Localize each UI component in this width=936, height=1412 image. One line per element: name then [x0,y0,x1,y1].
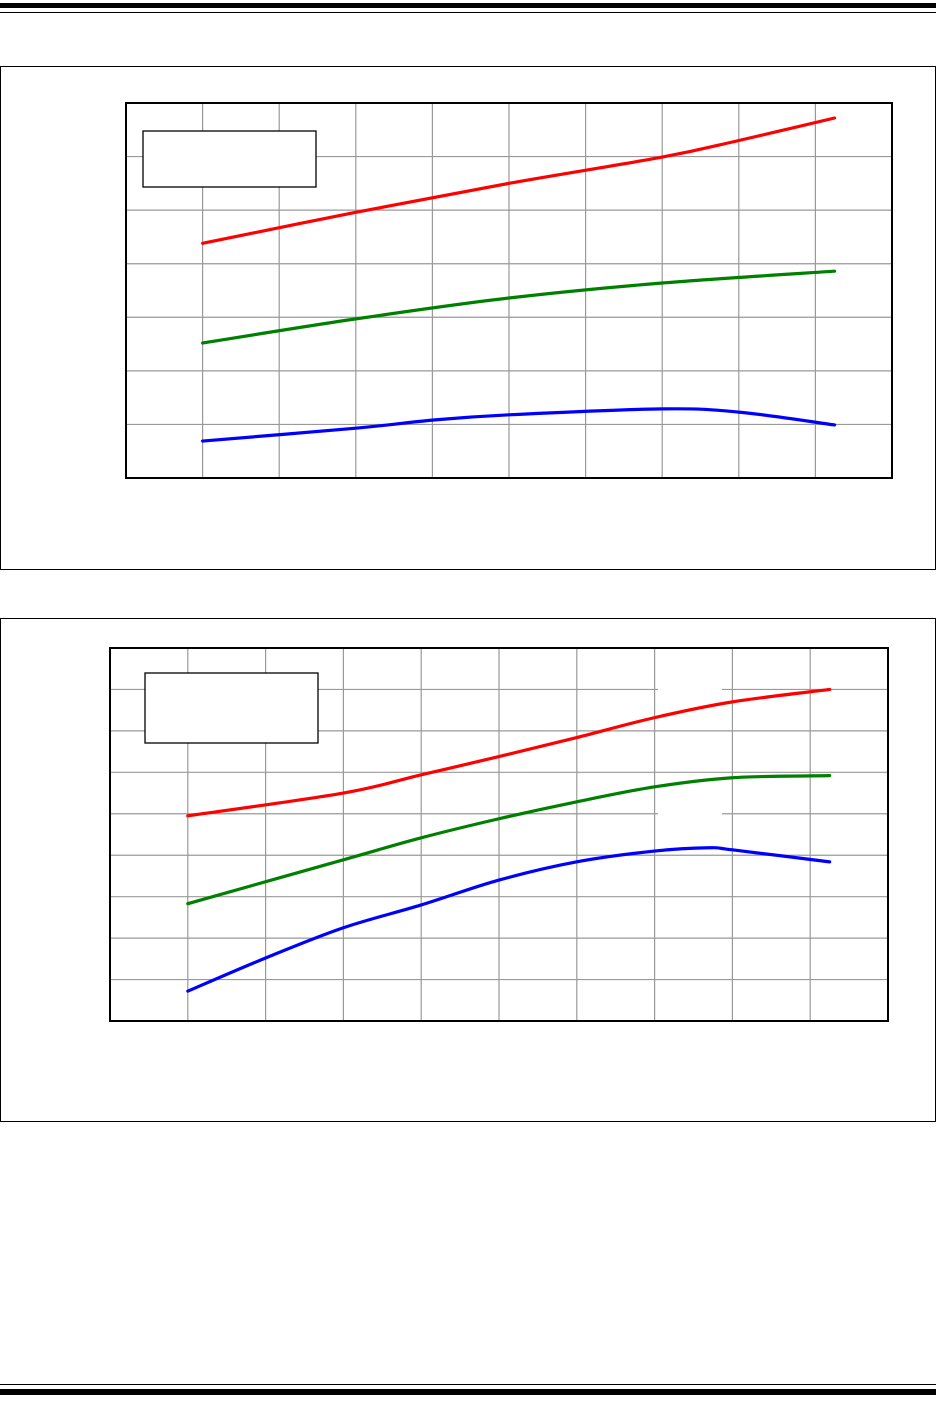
series-line-2 [186,774,832,906]
annotation-gap [658,686,722,692]
series-line-1 [201,116,837,245]
plot-area-border [125,102,893,479]
plot-area-border [109,647,889,1022]
chart-1 [0,66,936,570]
legend-box [144,672,319,744]
series-line-3 [201,407,837,443]
top-rule-thick [0,3,936,8]
annotation-gap [658,811,722,817]
bottom-rule-thick [0,1389,936,1395]
series-line-3 [186,846,832,993]
bottom-rule-thin [0,1384,936,1385]
legend-box [142,130,317,188]
chart-frame [0,66,936,570]
chart-2 [0,618,936,1122]
top-rule-thin [0,12,936,13]
series-line-1 [186,687,832,818]
series-line-2 [201,269,837,345]
